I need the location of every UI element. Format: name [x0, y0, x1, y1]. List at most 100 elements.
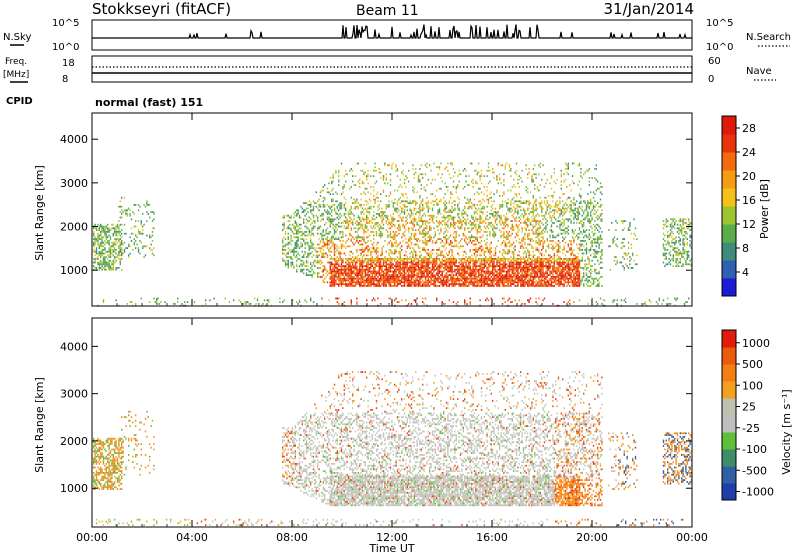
echo-cell: [412, 263, 414, 266]
echo-cell: [447, 259, 449, 262]
echo-cell: [135, 220, 137, 222]
echo-cell: [121, 216, 123, 219]
echo-cell: [452, 274, 455, 276]
echo-cell: [310, 252, 312, 255]
echo-cell: [367, 207, 369, 210]
echo-cell: [515, 265, 518, 267]
echo-cell: [398, 252, 400, 255]
echo-cell: [305, 256, 308, 258]
echo-cell: [517, 283, 519, 285]
echo-cell: [527, 281, 529, 284]
echo-cell: [457, 220, 459, 222]
echo-cell: [471, 223, 473, 226]
echo-cell: [345, 283, 347, 285]
echo-cell: [511, 261, 513, 264]
echo-cell: [329, 263, 331, 266]
echo-cell: [333, 279, 336, 282]
echo-cell: [139, 205, 141, 208]
echo-cell: [525, 270, 527, 273]
echo-cell: [472, 267, 474, 269]
echo-cell: [408, 283, 410, 285]
echo-cell: [398, 270, 400, 273]
echo-cell: [489, 279, 491, 282]
echo-cell: [457, 270, 459, 273]
echo-cell: [352, 270, 354, 273]
echo-cell: [468, 285, 470, 287]
echo-cell: [524, 274, 526, 276]
echo-cell: [378, 285, 380, 287]
echo-cell: [528, 220, 530, 222]
echo-cell: [492, 258, 494, 260]
echo-cell: [385, 279, 387, 282]
echo-cell: [524, 268, 526, 271]
echo-cell: [360, 223, 362, 226]
echo-cell: [528, 267, 530, 269]
echo-cell: [98, 243, 100, 246]
echo-cell: [345, 216, 347, 219]
echo-cell: [430, 283, 432, 285]
echo-cell: [104, 256, 106, 258]
echo-cell: [402, 285, 404, 287]
echo-cell: [520, 209, 522, 212]
echo-cell: [438, 270, 441, 273]
echo-cell: [328, 250, 330, 253]
echo-cell: [503, 240, 505, 242]
echo-cell: [388, 259, 390, 262]
echo-cell: [416, 279, 418, 282]
echo-cell: [388, 200, 390, 203]
echo-cell: [507, 252, 509, 255]
echo-cell: [423, 247, 425, 249]
echo-cell: [438, 281, 441, 284]
echo-cell: [101, 252, 103, 255]
echo-cell: [357, 241, 359, 244]
echo-cell: [406, 218, 408, 221]
echo-cell: [329, 267, 331, 269]
echo-cell: [507, 299, 509, 302]
echo-cell: [336, 267, 338, 269]
echo-cell: [94, 236, 96, 239]
echo-cell: [396, 234, 399, 237]
echo-cell: [415, 234, 417, 237]
echo-cell: [427, 202, 429, 204]
echo-cell: [336, 276, 338, 278]
echo-cell: [101, 261, 103, 264]
echo-cell: [132, 249, 134, 251]
echo-cell: [93, 227, 95, 230]
echo-cell: [311, 268, 313, 271]
echo-cell: [525, 277, 527, 280]
echo-cell: [517, 268, 519, 271]
echo-cell: [475, 180, 477, 183]
echo-cell: [471, 205, 473, 208]
echo-cell: [475, 270, 477, 273]
echo-cell: [458, 279, 460, 282]
echo-cell: [476, 240, 478, 242]
echo-cell: [321, 213, 323, 215]
echo-cell: [373, 285, 375, 287]
echo-cell: [436, 241, 438, 244]
echo-cell: [256, 297, 259, 300]
echo-cell: [465, 267, 467, 269]
echo-cell: [480, 265, 483, 267]
echo-cell: [413, 232, 415, 235]
echo-cell: [436, 279, 438, 282]
echo-cell: [100, 241, 102, 244]
echo-cell: [258, 303, 260, 305]
echo-cell: [328, 213, 330, 215]
echo-cell: [518, 258, 520, 260]
echo-cell: [114, 227, 116, 230]
echo-cell: [493, 236, 495, 239]
echo-cell: [335, 272, 337, 275]
echo-cell: [500, 182, 502, 185]
echo-cell: [284, 245, 287, 248]
echo-cell: [518, 238, 520, 240]
echo-cell: [123, 209, 126, 212]
echo-cell: [150, 249, 152, 251]
echo-cell: [412, 186, 414, 188]
echo-cell: [342, 245, 344, 248]
echo-cell: [151, 240, 154, 242]
echo-cell: [149, 234, 151, 237]
echo-cell: [346, 240, 348, 242]
echo-cell: [360, 211, 362, 213]
echo-cell: [403, 227, 406, 230]
echo-cell: [338, 247, 340, 249]
